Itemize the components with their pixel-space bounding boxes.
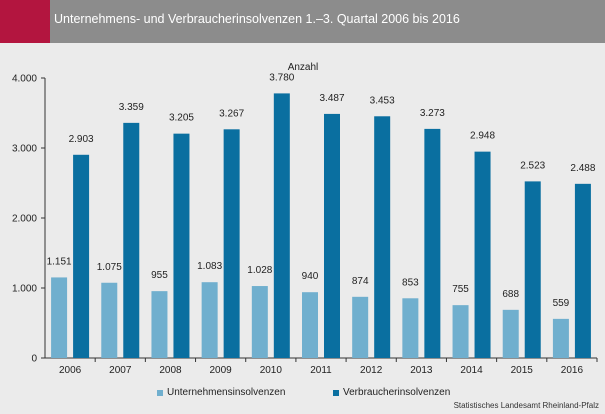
y-tick-label: 4.000 [12, 74, 37, 85]
bar-unternehmensinsolvenzen [151, 291, 168, 358]
legend-item-unternehmensinsolvenzen: Unternehmensinsolvenzen [157, 387, 285, 398]
bar-unternehmensinsolvenzen [502, 309, 519, 358]
data-label: 3.267 [219, 108, 244, 119]
data-label: 2.488 [570, 163, 595, 174]
data-label: 3.453 [370, 95, 395, 106]
x-tick-label: 2007 [109, 365, 132, 376]
data-label: 1.151 [47, 256, 72, 267]
legend: Unternehmensinsolvenzen Verbraucherinsol… [0, 387, 605, 401]
data-label: 2.523 [520, 160, 545, 171]
bar-verbraucherinsolvenzen [273, 93, 290, 359]
bar-unternehmensinsolvenzen [201, 282, 218, 358]
data-label: 853 [402, 277, 419, 288]
legend-label-unternehmensinsolvenzen: Unternehmensinsolvenzen [167, 387, 286, 398]
header-accent [0, 0, 50, 43]
data-label: 1.083 [197, 261, 222, 272]
y-tick-label: 3.000 [12, 144, 37, 155]
x-tick-label: 2013 [410, 365, 433, 376]
data-label: 955 [151, 270, 168, 281]
bar-unternehmensinsolvenzen [452, 305, 469, 358]
bar-verbraucherinsolvenzen [574, 183, 591, 358]
bar-unternehmensinsolvenzen [302, 292, 318, 358]
bar-verbraucherinsolvenzen [173, 133, 190, 358]
chart-title: Unternehmens- und Verbraucherinsolvenzen… [54, 12, 460, 26]
x-tick-label: 2009 [210, 365, 233, 376]
data-label: 1.075 [97, 262, 122, 273]
bar-unternehmensinsolvenzen [101, 282, 118, 358]
data-label: 3.359 [119, 102, 144, 113]
legend-swatch-verbraucherinsolvenzen [333, 389, 339, 396]
x-tick-label: 2008 [159, 365, 182, 376]
x-tick-label: 2011 [310, 365, 332, 376]
x-tick-label: 2015 [511, 365, 534, 376]
y-axis-label: Anzahl [288, 62, 319, 73]
bar-unternehmensinsolvenzen [51, 277, 68, 358]
bar-verbraucherinsolvenzen [324, 113, 340, 358]
legend-label-verbraucherinsolvenzen: Verbraucherinsolvenzen [343, 387, 451, 398]
data-label: 3.205 [169, 113, 194, 124]
bar-unternehmensinsolvenzen [402, 298, 419, 358]
data-label: 874 [352, 276, 369, 287]
data-label: 940 [302, 271, 319, 282]
x-tick-label: 2006 [59, 365, 82, 376]
data-label: 3.273 [420, 108, 445, 119]
bar-unternehmensinsolvenzen [251, 286, 268, 358]
x-tick-label: 2014 [460, 365, 483, 376]
y-tick-label: 2.000 [12, 214, 37, 225]
bar-verbraucherinsolvenzen [374, 116, 391, 358]
data-label: 2.948 [470, 131, 495, 142]
legend-swatch-unternehmensinsolvenzen [157, 389, 163, 396]
data-label: 1.028 [247, 265, 272, 276]
bar-verbraucherinsolvenzen [474, 151, 491, 358]
bar-verbraucherinsolvenzen [424, 128, 441, 358]
y-tick-label: 0 [31, 354, 37, 365]
x-tick-label: 2016 [561, 365, 584, 376]
bar-unternehmensinsolvenzen [552, 318, 569, 358]
header-bar: Unternehmens- und Verbraucherinsolvenzen… [0, 0, 605, 43]
data-label: 2.903 [69, 134, 94, 145]
source-note: Statistisches Landesamt Rheinland-Pfalz [453, 401, 599, 410]
bar-unternehmensinsolvenzen [352, 296, 369, 358]
bar-chart: Anzahl 0 1.000 2.000 3.000 4.000 2006 1.151 2.90… [12, 62, 598, 376]
data-label: 3.780 [269, 72, 294, 83]
legend-item-verbraucherinsolvenzen: Verbraucherinsolvenzen [333, 387, 450, 398]
x-tick-label: 2010 [260, 365, 283, 376]
bar-verbraucherinsolvenzen [73, 154, 90, 358]
data-label: 688 [502, 289, 519, 300]
x-tick-label: 2012 [360, 365, 383, 376]
data-label: 3.487 [319, 93, 344, 104]
data-label: 755 [452, 284, 469, 295]
bar-verbraucherinsolvenzen [123, 122, 140, 359]
y-tick-label: 1.000 [12, 284, 37, 295]
data-label: 559 [553, 298, 570, 309]
bar-verbraucherinsolvenzen [223, 129, 240, 358]
bar-verbraucherinsolvenzen [524, 181, 541, 358]
